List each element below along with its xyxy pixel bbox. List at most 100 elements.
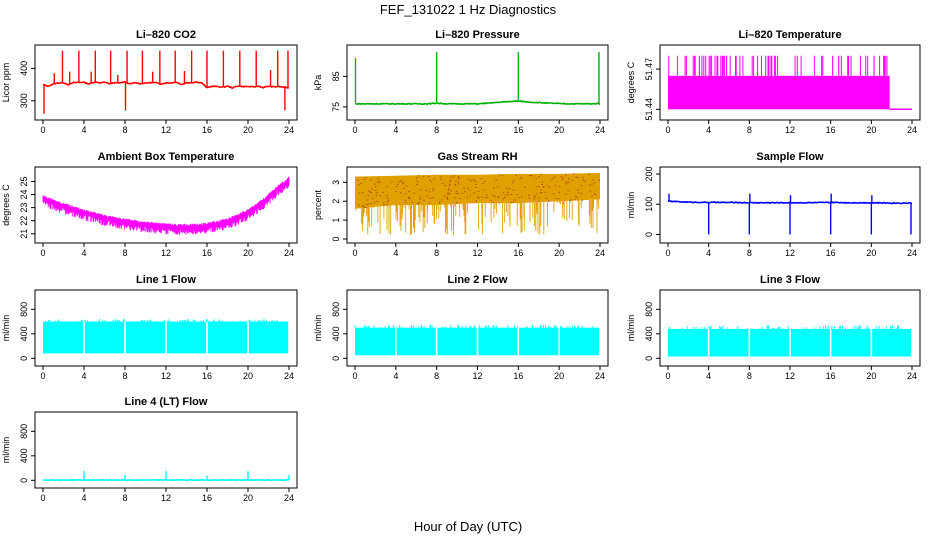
y-axis-label: percent [313,189,323,220]
x-tick-label: 12 [161,371,171,381]
x-tick-label: 12 [472,371,482,381]
x-tick-label: 20 [243,248,253,258]
x-tick-label: 4 [706,371,711,381]
x-tick-label: 4 [81,125,86,135]
series-band [437,327,477,356]
x-tick-label: 8 [122,248,127,258]
y-tick-label: 800 [331,302,341,317]
y-tick-label: 1 [331,218,341,223]
x-tick-label: 8 [434,248,439,258]
x-tick-label: 0 [40,493,45,503]
y-tick-label: 400 [19,61,29,76]
series-band [668,328,708,357]
x-tick-label: 20 [243,371,253,381]
x-tick-label: 16 [202,125,212,135]
figure-title: FEF_131022 1 Hz Diagnostics [380,2,557,17]
x-tick-label: 16 [513,371,523,381]
panel-title: Gas Stream RH [437,151,517,163]
x-tick-label: 12 [161,125,171,135]
panel-line4: Line 4 (LT) Flow ml/min 0 4 8 12 16 20 24 0 400 800 [1,396,298,503]
y-axis-label: ml/min [626,315,636,342]
y-tick-label: 75 [331,102,341,112]
y-tick-label: 25 [19,176,29,186]
x-tick-label: 20 [866,248,876,258]
x-tick-label: 24 [284,248,294,258]
x-tick-label: 8 [434,371,439,381]
y-tick-label: 0 [331,236,341,241]
y-tick-label: 400 [19,326,29,341]
series-band [872,328,912,357]
x-tick-label: 20 [554,371,564,381]
x-tick-label: 4 [706,125,711,135]
x-tick-label: 0 [352,125,357,135]
series-band [790,328,830,357]
series-band [355,172,600,209]
x-tick-label: 12 [472,125,482,135]
x-tick-label: 4 [706,248,711,258]
x-tick-label: 16 [202,493,212,503]
y-tick-label: 21 [19,229,29,239]
x-tick-label: 16 [202,248,212,258]
x-tick-label: 24 [907,125,917,135]
series-dips [355,199,600,236]
series-spikes [668,55,888,76]
x-tick-label: 24 [284,493,294,503]
x-tick-label: 24 [595,248,605,258]
x-tick-label: 12 [472,248,482,258]
series-band [207,321,248,354]
panel-title: Sample Flow [756,151,824,163]
x-tick-label: 8 [747,125,752,135]
y-tick-label: 0 [19,478,29,483]
x-tick-label: 20 [866,371,876,381]
x-tick-label: 4 [81,371,86,381]
x-tick-label: 24 [907,371,917,381]
x-tick-label: 16 [826,248,836,258]
y-axis-label: ml/min [1,315,11,342]
x-tick-label: 12 [785,125,795,135]
y-axis-label: degrees C [1,184,11,226]
x-tick-label: 0 [40,248,45,258]
panel-title: Ambient Box Temperature [98,151,235,163]
y-tick-label: 0 [644,356,654,361]
series-band [668,75,890,110]
x-tick-label: 16 [826,371,836,381]
x-tick-label: 20 [243,493,253,503]
x-tick-label: 12 [161,248,171,258]
x-tick-label: 8 [747,371,752,381]
x-tick-label: 20 [554,125,564,135]
panel-title: Line 2 Flow [448,274,508,286]
x-tick-label: 20 [866,125,876,135]
x-tick-label: 4 [81,493,86,503]
series-band [166,321,207,354]
series-band [750,328,790,357]
y-tick-label: 200 [644,167,654,182]
x-tick-label: 24 [284,125,294,135]
x-tick-label: 24 [595,125,605,135]
x-tick-label: 0 [40,371,45,381]
series-band [478,327,518,356]
y-tick-label: 0 [19,356,29,361]
y-axis-label: Licor ppm [1,63,11,103]
x-tick-label: 0 [352,371,357,381]
panel-title: Line 1 Flow [136,274,196,286]
x-tick-label: 16 [513,125,523,135]
series-band [396,327,436,356]
x-tick-label: 24 [595,371,605,381]
y-axis-label: ml/min [626,192,636,219]
y-axis-label: kPa [313,75,323,91]
y-tick-label: 400 [331,326,341,341]
y-tick-label: 0 [644,232,654,237]
y-tick-label: 24 [19,190,29,200]
y-tick-label: 800 [19,424,29,439]
x-tick-label: 20 [554,248,564,258]
panel-line2: Line 2 Flow ml/min 0 4 8 12 16 20 24 0 400 800 [313,274,609,381]
y-tick-label: 400 [644,326,654,341]
y-tick-label: 800 [644,302,654,317]
series-line [355,100,600,106]
series-line [42,80,290,89]
x-tick-label: 24 [907,248,917,258]
x-tick-label: 0 [40,125,45,135]
